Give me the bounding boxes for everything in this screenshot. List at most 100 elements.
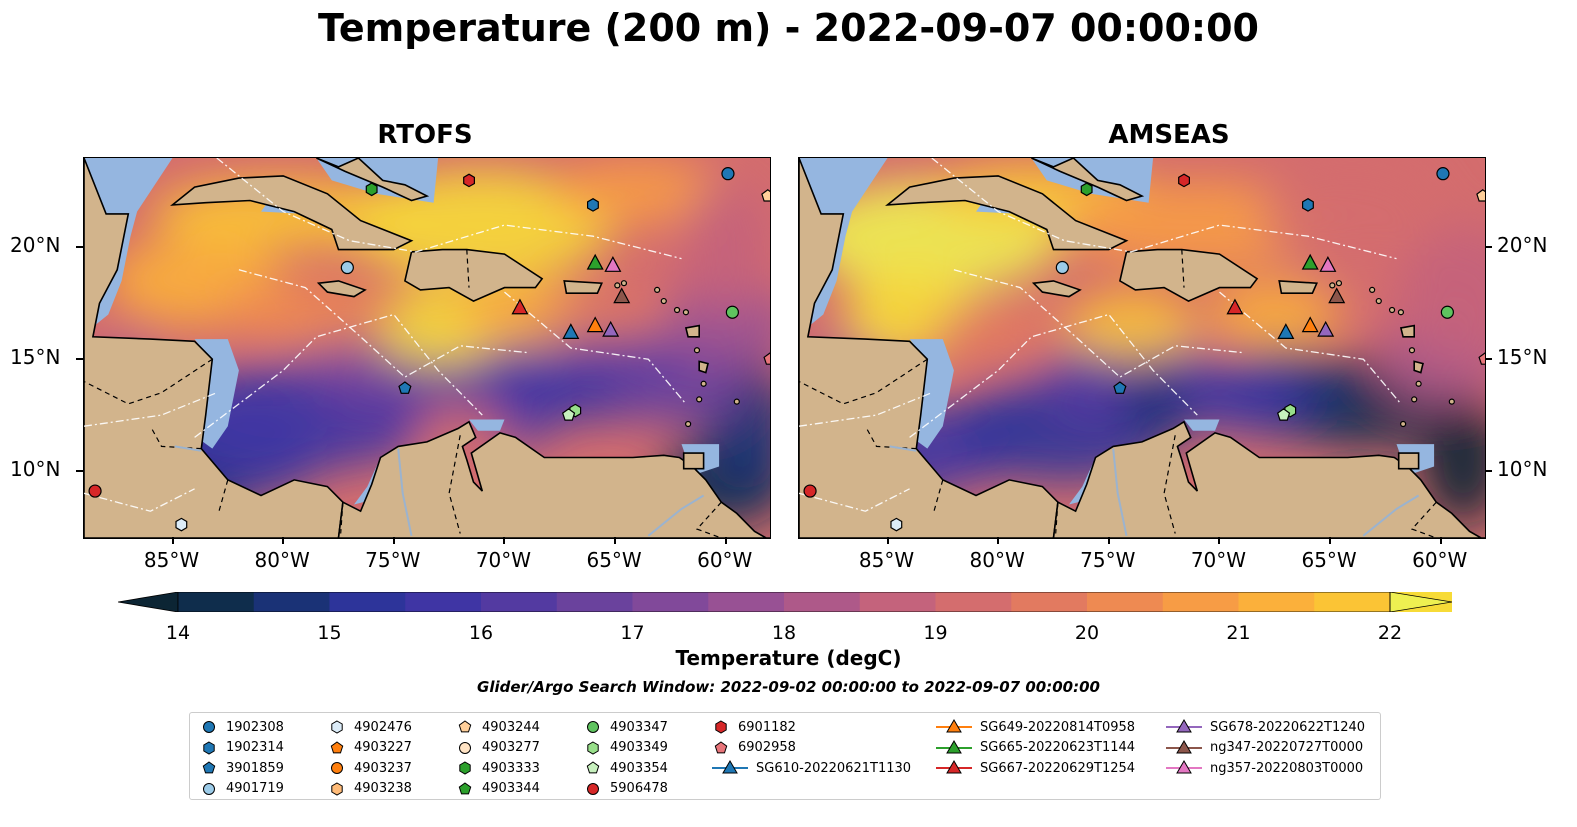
legend-column: 4903244 4903277 4903333 4903344 [456, 717, 540, 799]
legend-label: 4903227 [354, 740, 412, 756]
glider-marker-ng347-20220727T0000 [1328, 287, 1346, 304]
legend-item: SG665-20220623T1144 [936, 738, 1135, 759]
colorbar-bin [1314, 592, 1391, 612]
glider-marker-SG667-20220629T1254 [511, 298, 529, 315]
colorbar-tick-label: 18 [771, 622, 797, 644]
land-hispaniola [1118, 248, 1259, 302]
legend-marker-icon [202, 761, 216, 774]
legend-column: 4902476 4903227 4903237 4903238 [328, 717, 412, 799]
legend-label: 3901859 [226, 760, 284, 776]
legend-item: 4903277 [456, 738, 540, 759]
legend-label: 4902476 [354, 719, 412, 735]
colorbar-tick-label: 15 [317, 622, 342, 644]
colorbar-tick-label: 17 [620, 622, 645, 644]
colorbar-tick-label: 14 [165, 622, 191, 644]
colorbar-tick-label: 20 [1074, 622, 1100, 644]
lat-tick-label: 15°N [10, 345, 61, 370]
panel-title-amseas: AMSEAS [1108, 120, 1230, 150]
argo-marker-4903354 [561, 408, 576, 421]
legend-marker-icon [331, 782, 343, 796]
colorbar-bin [329, 592, 406, 612]
glider-marker-ng357-20220803T0000 [1319, 256, 1337, 272]
figure-title: Temperature (200 m) - 2022-09-07 00:00:0… [317, 6, 1259, 50]
legend-label: 1902314 [226, 740, 284, 756]
legend-item: 4903347 [584, 717, 668, 738]
land-bahamas [1031, 158, 1145, 202]
legend-marker-icon [586, 761, 600, 774]
land-guadeloupe [1399, 324, 1416, 338]
land-jamaica [316, 280, 367, 298]
legend-item: ng357-20220803T0000 [1166, 758, 1365, 779]
colorbar-bin [1238, 592, 1315, 612]
argo-marker-4903244 [1476, 189, 1485, 202]
argo-marker-4903244 [761, 189, 770, 202]
legend-item: 1902314 [200, 738, 284, 759]
land-jamaica [1031, 280, 1082, 298]
colorbar-bin [708, 592, 785, 612]
legend-label: 6901182 [738, 719, 796, 735]
search-window-text: Glider/Argo Search Window: 2022-09-02 00… [477, 678, 1100, 696]
argo-marker-4903333 [1080, 182, 1093, 197]
lon-tick-label: 75°W [1080, 548, 1136, 572]
land-hispaniola [403, 248, 544, 302]
legend-item: 6901182 [712, 717, 911, 738]
legend-item: 1902308 [200, 717, 284, 738]
legend: 1902308 1902314 3901859 4901719 4902476 49032… [189, 712, 1381, 800]
glider-marker-SG610-20220621T1130 [1277, 323, 1295, 339]
legend-item: SG678-20220622T1240 [1166, 717, 1365, 738]
argo-marker-4903333 [365, 182, 378, 197]
argo-marker-4902476 [175, 517, 188, 532]
lon-tick-label: 65°W [586, 548, 642, 572]
legend-marker-icon [331, 720, 343, 734]
legend-marker-icon [1166, 760, 1202, 774]
colorbar-bin [1162, 592, 1240, 612]
glider-marker-SG665-20220623T1144 [586, 253, 604, 270]
argo-marker-6901182 [463, 173, 475, 188]
argo-marker-4903354 [1276, 408, 1291, 421]
legend-marker-icon [459, 741, 471, 754]
colorbar-label: Temperature (degC) [675, 646, 902, 670]
colorbar-tick-label: 22 [1377, 622, 1403, 644]
legend-item: 4903227 [328, 738, 412, 759]
lon-tick-label: 75°W [365, 548, 421, 572]
legend-marker-icon [587, 782, 599, 795]
legend-item: 4903354 [584, 758, 668, 779]
map-panel-rtofs [83, 157, 771, 539]
legend-marker-icon [203, 741, 215, 755]
glider-marker-SG678-20220622T1240 [1317, 320, 1335, 337]
glider-marker-SG649-20220814T0958 [586, 316, 604, 333]
land-martinique [1413, 360, 1424, 374]
legend-column: SG678-20220622T1240 ng347-20220727T0000 ng… [1166, 717, 1365, 779]
lat-tick-label: 10°N [10, 456, 61, 481]
colorbar-bin [935, 592, 1012, 612]
argo-marker-6902958 [763, 352, 770, 365]
legend-item: SG610-20220621T1130 [712, 758, 911, 779]
legend-item: 4903344 [456, 779, 540, 800]
glider-marker-SG649-20220814T0958 [1301, 316, 1319, 333]
legend-label: SG649-20220814T0958 [980, 719, 1136, 735]
land-martinique [698, 360, 709, 374]
colorbar-bin [481, 592, 558, 612]
legend-label: 4903349 [610, 740, 668, 756]
colorbar-extend-low [117, 591, 179, 613]
land-puertoRico [563, 280, 603, 294]
panel-title-rtofs: RTOFS [377, 120, 473, 150]
legend-marker-icon [458, 720, 472, 733]
lon-tick-label: 85°W [143, 548, 200, 572]
legend-item: SG649-20220814T0958 [936, 717, 1135, 738]
legend-label: ng357-20220803T0000 [1210, 760, 1364, 776]
legend-item: 6902958 [712, 738, 911, 759]
legend-marker-icon [712, 760, 748, 774]
argo-marker-3901859 [398, 381, 412, 394]
land-trinidad [1397, 452, 1420, 470]
legend-label: 4903347 [610, 719, 668, 735]
land-southAmerica [1052, 420, 1485, 538]
legend-marker-icon [458, 782, 472, 795]
colorbar-bin [859, 592, 937, 612]
lat-tick-label: 20°N [10, 233, 61, 258]
glider-marker-SG667-20220629T1254 [1226, 298, 1244, 315]
legend-marker-icon [459, 761, 471, 775]
legend-item: SG667-20220629T1254 [936, 758, 1135, 779]
legend-marker-icon [203, 782, 215, 795]
colorbar-tick-label: 19 [923, 622, 948, 644]
